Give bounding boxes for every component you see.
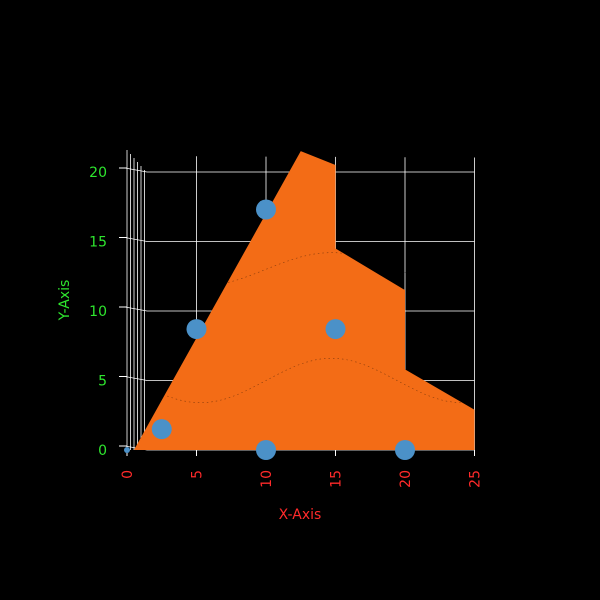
x-tick-label: 5 — [190, 470, 206, 479]
x-tick-label: 25 — [468, 470, 484, 488]
y-tick-label: 5 — [98, 374, 107, 390]
contour-line — [210, 252, 475, 287]
grid-line-y — [124, 167, 475, 173]
y-tick-label: 10 — [89, 304, 107, 320]
y-axis-label: Y-Axis — [57, 280, 73, 322]
scatter-point — [124, 447, 130, 453]
area-polygon — [133, 151, 475, 450]
area-series — [133, 151, 475, 450]
scatter-point — [325, 319, 346, 340]
x-tick-labels: 0 5 10 15 20 25 — [120, 470, 484, 488]
scatter-point — [256, 440, 276, 460]
grid-line-y — [124, 237, 475, 242]
x-tick-label: 20 — [398, 470, 414, 488]
y-tick-label: 15 — [89, 235, 107, 251]
x-tick-label: 10 — [259, 470, 275, 488]
scatter-series — [124, 199, 415, 460]
y-tick-labels: 0 5 10 15 20 — [89, 165, 107, 459]
scatter-point — [151, 419, 172, 440]
contour-line — [154, 358, 475, 404]
y-tick-label: 20 — [89, 165, 107, 181]
y-tick-label: 0 — [98, 443, 107, 459]
scatter-point — [186, 319, 207, 340]
x-tick-label: 15 — [329, 470, 345, 488]
scatter-point — [256, 199, 276, 220]
scatter-point — [395, 440, 415, 460]
x-tick-label: 0 — [120, 470, 136, 479]
x-axis-label: X-Axis — [279, 507, 322, 523]
